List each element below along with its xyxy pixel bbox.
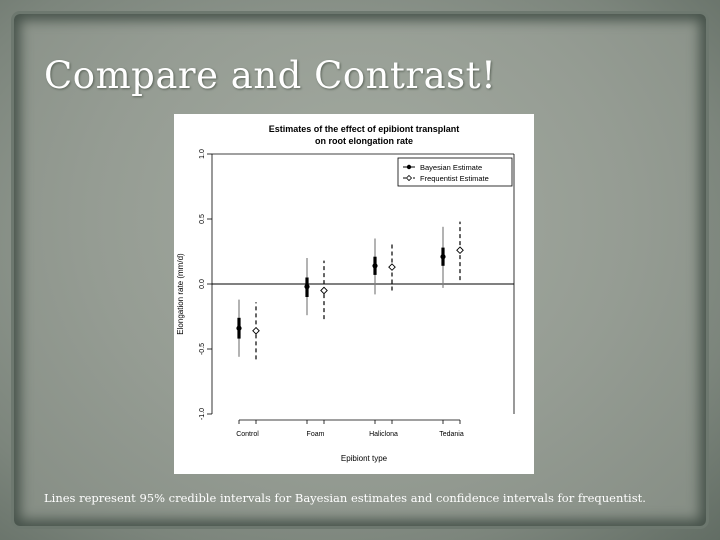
legend-frequentist-label: Frequentist Estimate (420, 174, 489, 183)
x-tick-label: Control (236, 431, 259, 438)
bayesian-point (236, 325, 242, 331)
legend-frequentist-marker (405, 174, 413, 182)
chart-title: Estimates of the effect of epibiont tran… (269, 124, 460, 134)
slide-title: Compare and Contrast! (44, 54, 497, 97)
frequentist-point (320, 286, 328, 295)
chart: Estimates of the effect of epibiont tran… (176, 124, 515, 463)
bayesian-point (440, 254, 446, 260)
y-tick-label: 1.0 (199, 149, 206, 159)
bayesian-point (372, 263, 378, 269)
x-tick-label: Foam (307, 431, 325, 438)
frequentist-point (456, 246, 464, 255)
chart-subtitle: on root elongation rate (315, 136, 413, 146)
bayesian-point (304, 284, 310, 290)
frequentist-point (252, 326, 260, 335)
legend-box (397, 157, 513, 187)
x-tick-label: Tedania (439, 431, 464, 438)
legend-bayesian-marker (406, 164, 412, 170)
y-tick-label: 0.5 (199, 214, 206, 224)
slide-caption: Lines represent 95% credible intervals f… (44, 491, 646, 505)
x-axis-label: Epibiont type (341, 454, 388, 463)
plot-area: -1.0 -0.5 0.0 0.5 1.0 Control Foam Haliclona Ted… (199, 149, 515, 438)
frequentist-point (388, 263, 396, 271)
y-axis-label: Elongation rate (mm/d) (176, 253, 185, 335)
legend-bayesian-label: Bayesian Estimate (420, 163, 482, 172)
y-tick-label: -0.5 (199, 343, 206, 355)
x-tick-label: Haliclona (369, 431, 398, 438)
y-tick-label: -1.0 (199, 408, 206, 420)
chart-panel: Estimates of the effect of epibiont tran… (174, 114, 534, 474)
y-tick-label: 0.0 (199, 279, 206, 289)
